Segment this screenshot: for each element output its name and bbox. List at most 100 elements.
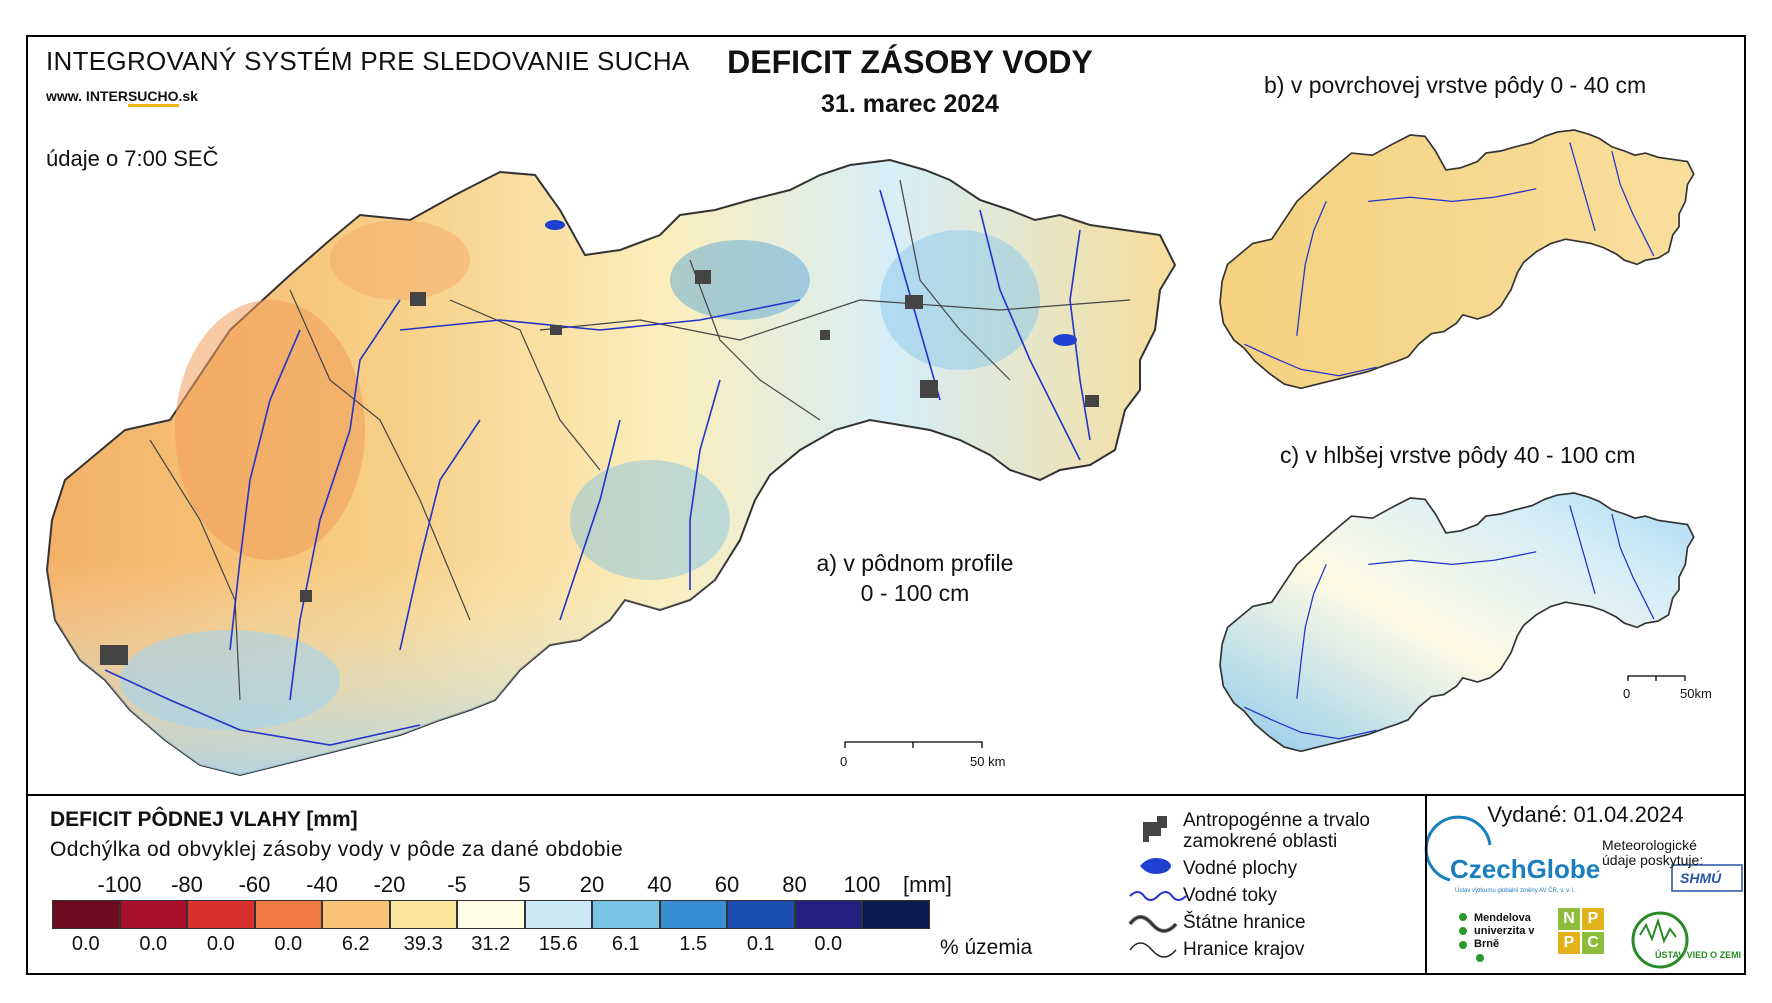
legend-percent: 1.5 bbox=[679, 933, 708, 955]
legend-swatch bbox=[659, 900, 727, 929]
legend-water-label: Vodné plochy bbox=[1183, 858, 1298, 879]
system-name: INTEGROVANÝ SYSTÉM PRE SLEDOVANIE SUCHA bbox=[46, 46, 690, 76]
logos bbox=[1424, 815, 1743, 969]
shmu-logo-box bbox=[1671, 864, 1743, 892]
website-link[interactable]: www. INTERSUCHO.sk bbox=[46, 88, 198, 107]
legend-state-border-label: Štátne hranice bbox=[1183, 912, 1306, 933]
water-bodies-main bbox=[545, 220, 1077, 346]
uvz-logo: ÚSTAV VIED O ZEMI bbox=[1655, 950, 1742, 960]
uvz-logo-wave bbox=[1639, 917, 1677, 944]
legend-percent: 0.0 bbox=[274, 933, 303, 955]
legend-percent: 0.1 bbox=[746, 933, 775, 955]
legend-swatch bbox=[119, 900, 187, 929]
nppc-logo-p: P bbox=[1582, 908, 1604, 930]
panel-a-depth: 0 - 100 cm bbox=[860, 580, 970, 606]
nppc-logo-c: C bbox=[1582, 932, 1604, 954]
nppc-logo-p2: P bbox=[1558, 932, 1580, 954]
legend-swatch bbox=[794, 900, 862, 929]
panel-b-label: b) v povrchovej vrstve pôdy 0 - 40 cm bbox=[1264, 72, 1647, 98]
map-title: DEFICIT ZÁSOBY VODY bbox=[727, 44, 1093, 80]
legend-swatch bbox=[457, 900, 525, 929]
legend-divider bbox=[26, 794, 1746, 796]
legend-swatch bbox=[52, 900, 120, 929]
issued-date: Vydané: 01.04.2024 bbox=[1487, 802, 1684, 827]
water-body-icon bbox=[1140, 858, 1171, 874]
slovakia-outline-c bbox=[1219, 492, 1695, 753]
czechglobe-logo: CzechGlobe bbox=[1450, 854, 1601, 884]
legend-swatch bbox=[322, 900, 390, 929]
map-c bbox=[1219, 492, 1695, 753]
legend-tick: -80 bbox=[171, 872, 203, 897]
legend-tick: 100 bbox=[843, 872, 881, 897]
region-border-icon bbox=[1129, 942, 1177, 958]
main-map bbox=[45, 158, 1177, 777]
legend-percent: 6.1 bbox=[611, 933, 640, 955]
legend-tick: 60 bbox=[714, 872, 740, 897]
urban-areas-main bbox=[100, 270, 1099, 665]
legend-tick: 20 bbox=[579, 872, 605, 897]
panel-c-label: c) v hlbšej vrstve pôdy 40 - 100 cm bbox=[1280, 442, 1636, 468]
dry-zone-north bbox=[330, 220, 470, 300]
mendel-dot bbox=[1459, 927, 1467, 935]
legend-swatch bbox=[187, 900, 255, 929]
slovakia-outline-b bbox=[1219, 129, 1695, 390]
map-b bbox=[1219, 129, 1695, 390]
shmu-logo: SHMÚ bbox=[1680, 870, 1722, 886]
wet-zone-southwest bbox=[120, 630, 340, 730]
legend-percent: 31.2 bbox=[471, 933, 511, 955]
scale-start: 0 bbox=[840, 754, 848, 769]
czechglobe-subtitle: Ústav výzkumu globální změny AV ČR, v. v… bbox=[1455, 888, 1576, 894]
legend-tick: -5 bbox=[447, 872, 467, 897]
wet-zone-east bbox=[880, 230, 1040, 370]
legend-percent: 0.0 bbox=[814, 933, 843, 955]
legend-tick: 5 bbox=[518, 872, 531, 897]
legend-region-border-label: Hranice krajov bbox=[1183, 939, 1305, 960]
issued-panel bbox=[1425, 794, 1746, 975]
legend-title: DEFICIT PÔDNEJ VLAHY [mm] bbox=[50, 808, 358, 831]
legend-tick: -20 bbox=[373, 872, 406, 897]
mendel-dot bbox=[1459, 913, 1467, 921]
legend-tick: -40 bbox=[306, 872, 338, 897]
dry-zone-west bbox=[175, 300, 365, 560]
mendel-dot bbox=[1476, 954, 1484, 962]
legend-percent: 0.0 bbox=[71, 933, 100, 955]
legend-swatch bbox=[862, 900, 930, 929]
legend-tick: -60 bbox=[238, 872, 271, 897]
mendel-dot bbox=[1459, 941, 1467, 949]
map-date: 31. marec 2024 bbox=[821, 90, 999, 118]
region-borders-main bbox=[149, 179, 1131, 701]
legend-unit: [mm] bbox=[903, 872, 952, 897]
state-border-inner bbox=[1129, 916, 1177, 932]
urban-area-icon bbox=[1143, 816, 1167, 842]
legend-river-label: Vodné toky bbox=[1183, 885, 1278, 906]
legend-tick: 80 bbox=[782, 872, 807, 897]
nppc-logo-n: N bbox=[1558, 908, 1580, 930]
legend-percent: 15.6 bbox=[538, 933, 578, 955]
data-time: údaje o 7:00 SEČ bbox=[46, 146, 219, 171]
legend-tick: 40 bbox=[647, 872, 672, 897]
legend-percent: 0.0 bbox=[206, 933, 235, 955]
legend-swatch bbox=[727, 900, 795, 929]
wet-zone-center bbox=[670, 240, 810, 320]
website-underlined: SUCHO bbox=[127, 88, 179, 107]
legend-tick: -100 bbox=[97, 872, 142, 897]
panel-a-label: a) v pôdnom profile bbox=[816, 550, 1014, 576]
legend-swatch bbox=[389, 900, 457, 929]
scale-bar-main bbox=[844, 741, 983, 748]
legend-percent: 39.3 bbox=[403, 933, 443, 955]
website-prefix: www. INTER bbox=[46, 88, 128, 104]
uvz-logo-ring bbox=[1631, 911, 1689, 969]
legend-percent: 6.2 bbox=[341, 933, 370, 955]
czechglobe-logo-arc bbox=[1424, 815, 1492, 882]
legend-symbols bbox=[1128, 816, 1187, 958]
legend-urban-label: Antropogénne a trvalo zamokrené oblasti bbox=[1183, 810, 1370, 852]
legend-percent-label: % územia bbox=[940, 936, 1033, 959]
river-icon bbox=[1129, 891, 1187, 901]
scale-bar-small bbox=[1627, 675, 1686, 681]
website-suffix: .sk bbox=[178, 88, 198, 104]
scale-start-small: 0 bbox=[1623, 686, 1631, 701]
scale-end: 50 km bbox=[970, 754, 1006, 769]
legend-swatch bbox=[524, 900, 592, 929]
scale-end-small: 50km bbox=[1680, 686, 1712, 701]
